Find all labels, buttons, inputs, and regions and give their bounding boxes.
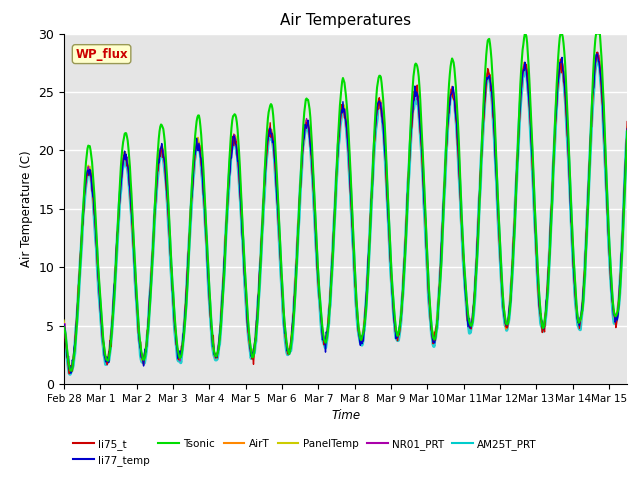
X-axis label: Time: Time [331,409,360,422]
Legend: li75_t, li77_temp, Tsonic, AirT, PanelTemp, NR01_PRT, AM25T_PRT: li75_t, li77_temp, Tsonic, AirT, PanelTe… [69,435,541,470]
Y-axis label: Air Temperature (C): Air Temperature (C) [20,151,33,267]
Title: Air Temperatures: Air Temperatures [280,13,411,28]
Text: WP_flux: WP_flux [76,48,128,60]
